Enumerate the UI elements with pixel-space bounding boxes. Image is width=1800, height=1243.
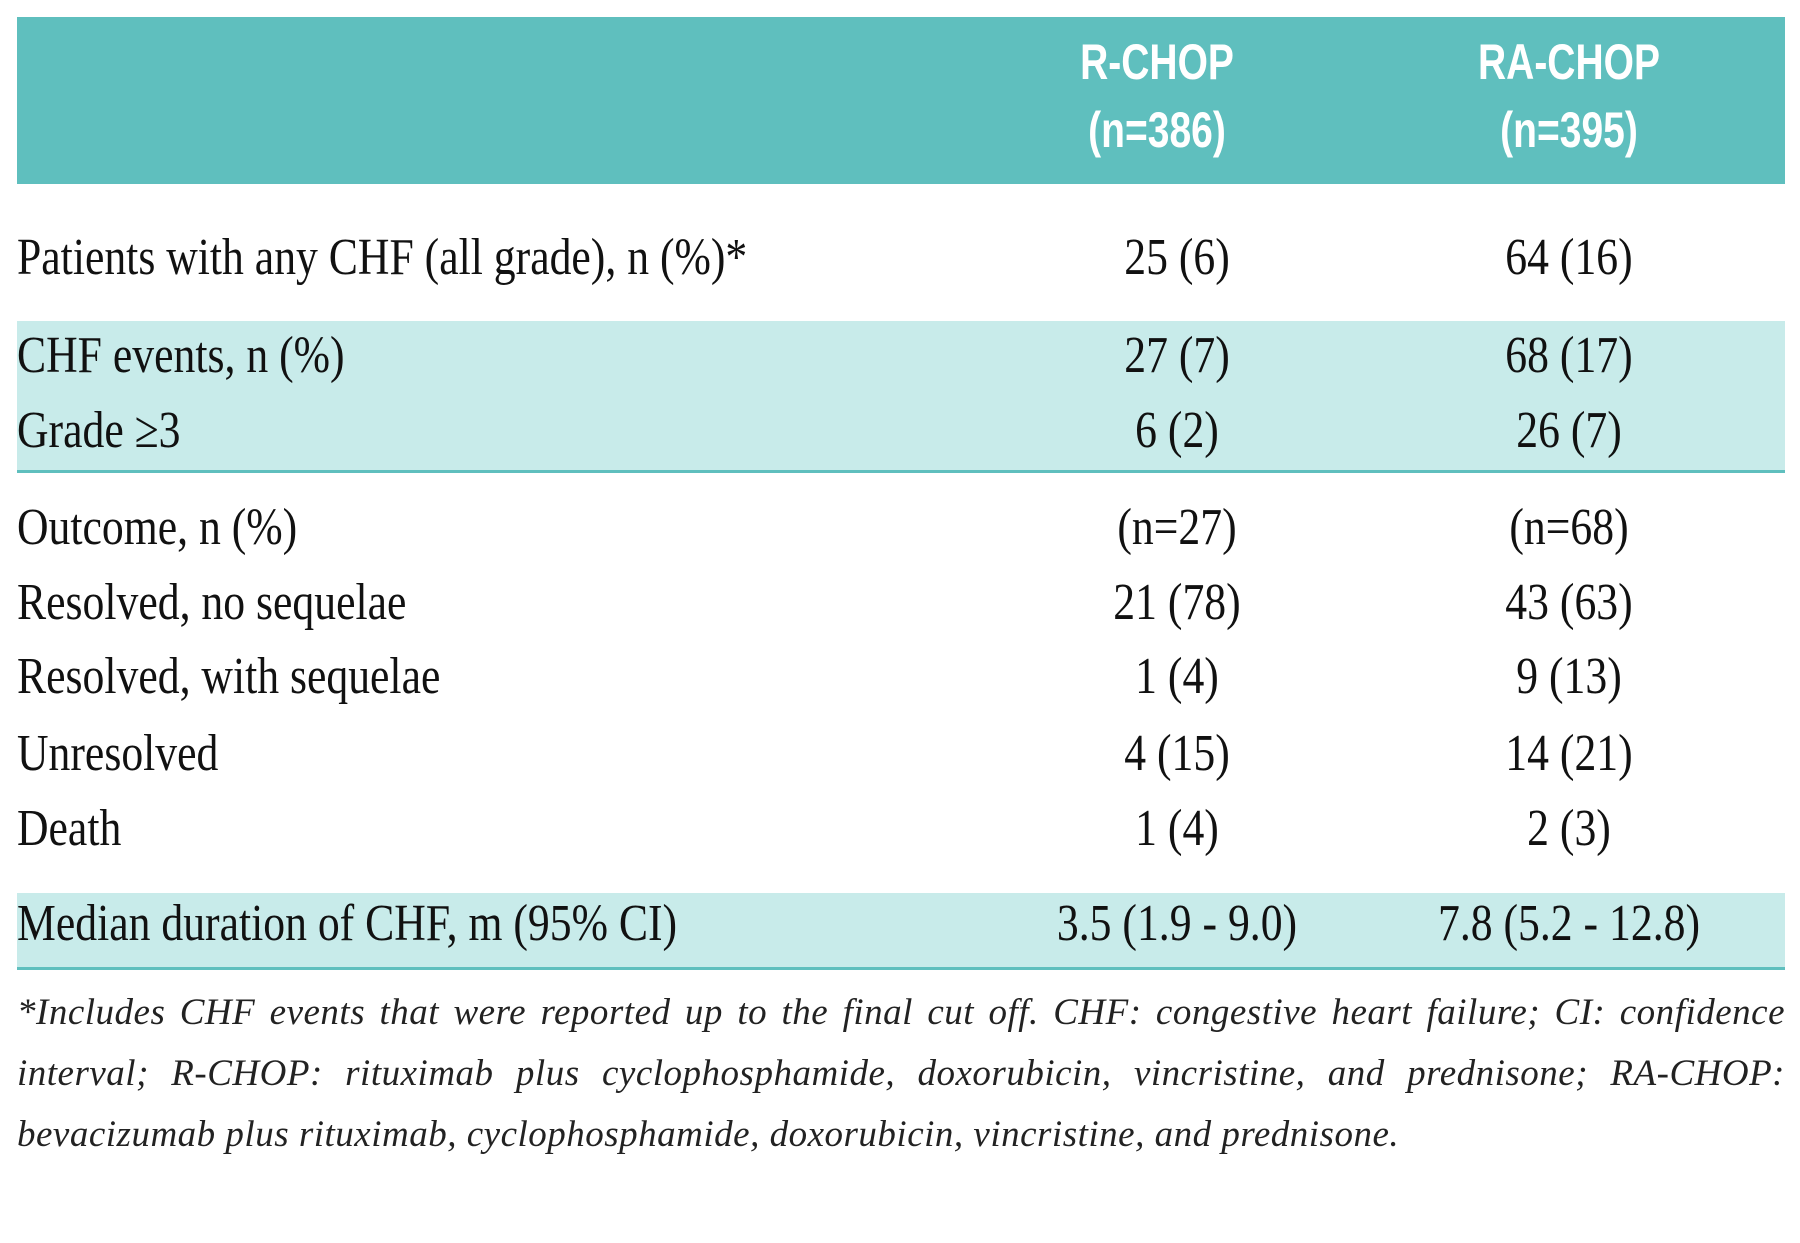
- footnote: *Includes CHF events that were reported …: [17, 992, 1785, 1155]
- cell-rchop: 27 (7): [1124, 327, 1230, 384]
- row-label: Median duration of CHF, m (95% CI): [17, 895, 678, 952]
- shaded-band-events: [17, 321, 1785, 471]
- table-row: Unresolved 4 (15) 14 (21): [17, 719, 1785, 789]
- cell-rchop: 6 (2): [1135, 402, 1219, 459]
- table-row: Death 1 (4) 2 (3): [17, 794, 1785, 864]
- cell-rchop: (n=27): [1117, 499, 1237, 556]
- col-header-rachop-n: (n=395): [1500, 102, 1638, 158]
- table-row: CHF events, n (%) 27 (7) 68 (17): [17, 321, 1785, 391]
- table-row: Patients with any CHF (all grade), n (%)…: [17, 223, 1785, 293]
- table-row: Grade ≥3 6 (2) 26 (7): [17, 396, 1785, 466]
- row-label: Grade ≥3: [17, 402, 181, 459]
- row-label: Resolved, no sequelae: [17, 574, 407, 631]
- row-label: Outcome, n (%): [17, 499, 298, 556]
- cell-rachop: 2 (3): [1527, 800, 1611, 857]
- row-label: CHF events, n (%): [17, 327, 345, 384]
- cell-rchop: 4 (15): [1124, 725, 1230, 782]
- table-row: Median duration of CHF, m (95% CI) 3.5 (1…: [17, 889, 1785, 959]
- row-label: Death: [17, 800, 122, 857]
- cell-rachop: 43 (63): [1505, 574, 1633, 631]
- row-label: Patients with any CHF (all grade), n (%)…: [17, 229, 748, 286]
- cell-rchop: 1 (4): [1135, 648, 1219, 705]
- divider: [17, 470, 1785, 473]
- cell-rachop: 64 (16): [1505, 229, 1633, 286]
- cell-rchop: 25 (6): [1124, 229, 1230, 286]
- cell-rchop: 21 (78): [1113, 574, 1241, 631]
- col-header-rachop: RA-CHOP: [1477, 34, 1660, 90]
- cell-rachop: 26 (7): [1516, 402, 1622, 459]
- col-header-rchop-n: (n=386): [1088, 102, 1226, 158]
- cell-rachop: 9 (13): [1516, 648, 1622, 705]
- cell-rachop: (n=68): [1509, 499, 1629, 556]
- divider: [17, 967, 1785, 970]
- cell-rchop: 1 (4): [1135, 800, 1219, 857]
- col-header-rchop: R-CHOP: [1080, 34, 1234, 90]
- cell-rachop: 14 (21): [1505, 725, 1633, 782]
- table-row: Outcome, n (%) (n=27) (n=68): [17, 493, 1785, 563]
- row-label: Resolved, with sequelae: [17, 648, 441, 705]
- shaded-band-median: [17, 893, 1785, 967]
- table-row: Resolved, with sequelae 1 (4) 9 (13): [17, 642, 1785, 712]
- table-header: R-CHOP (n=386) RA-CHOP (n=395): [17, 17, 1785, 184]
- cell-rachop: 7.8 (5.2 - 12.8): [1437, 895, 1701, 952]
- table-row: Resolved, no sequelae 21 (78) 43 (63): [17, 568, 1785, 638]
- cell-rchop: 3.5 (1.9 - 9.0): [1056, 895, 1298, 952]
- row-label: Unresolved: [17, 725, 219, 782]
- cell-rachop: 68 (17): [1505, 327, 1633, 384]
